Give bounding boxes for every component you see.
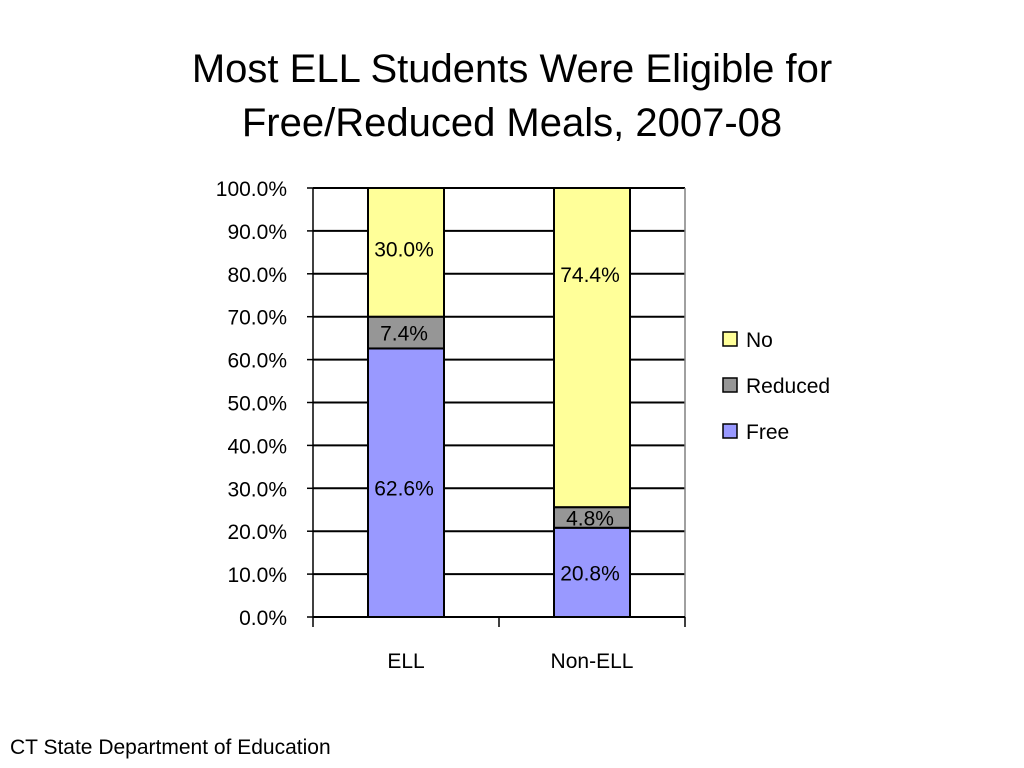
y-tick-label: 80.0% — [227, 264, 287, 287]
y-tick-label: 0.0% — [239, 607, 287, 630]
y-tick-label: 10.0% — [227, 564, 287, 587]
source-note: CT State Department of Education — [10, 736, 331, 759]
legend-label-free: Free — [746, 421, 789, 444]
y-tick-label: 100.0% — [216, 178, 287, 201]
chart-title: Most ELL Students Were Eligible for Free… — [0, 42, 1024, 150]
y-tick-label: 60.0% — [227, 350, 287, 373]
y-tick-label: 50.0% — [227, 393, 287, 416]
data-label-reduced-1: 4.8% — [566, 507, 614, 530]
bar-free-0 — [367, 347, 445, 618]
data-label-free-0: 62.6% — [374, 477, 434, 500]
title-line-2: Free/Reduced Meals, 2007-08 — [241, 101, 783, 145]
x-tick-label: Non-ELL — [551, 650, 634, 673]
y-tick-label: 70.0% — [227, 307, 287, 330]
bar-no-1 — [553, 187, 631, 509]
x-tick-label: ELL — [387, 650, 424, 673]
legend-label-reduced: Reduced — [746, 375, 830, 398]
legend-swatch-no — [722, 331, 738, 347]
bar-reduced-0 — [367, 315, 445, 350]
y-tick-label: 90.0% — [227, 221, 287, 244]
legend-swatch-free — [722, 423, 738, 439]
bar-free-1 — [553, 526, 631, 619]
legend-label-no: No — [746, 329, 773, 352]
data-label-free-1: 20.8% — [560, 562, 620, 585]
title-line-1: Most ELL Students Were Eligible for — [191, 47, 833, 91]
y-tick-label: 20.0% — [227, 521, 287, 544]
data-label-no-1: 74.4% — [560, 264, 620, 287]
data-label-reduced-0: 7.4% — [380, 323, 428, 346]
y-tick-label: 40.0% — [227, 435, 287, 458]
legend-swatch-reduced — [722, 377, 738, 393]
data-label-no-0: 30.0% — [374, 238, 434, 261]
y-tick-label: 30.0% — [227, 478, 287, 501]
bar-no-0 — [367, 187, 445, 318]
